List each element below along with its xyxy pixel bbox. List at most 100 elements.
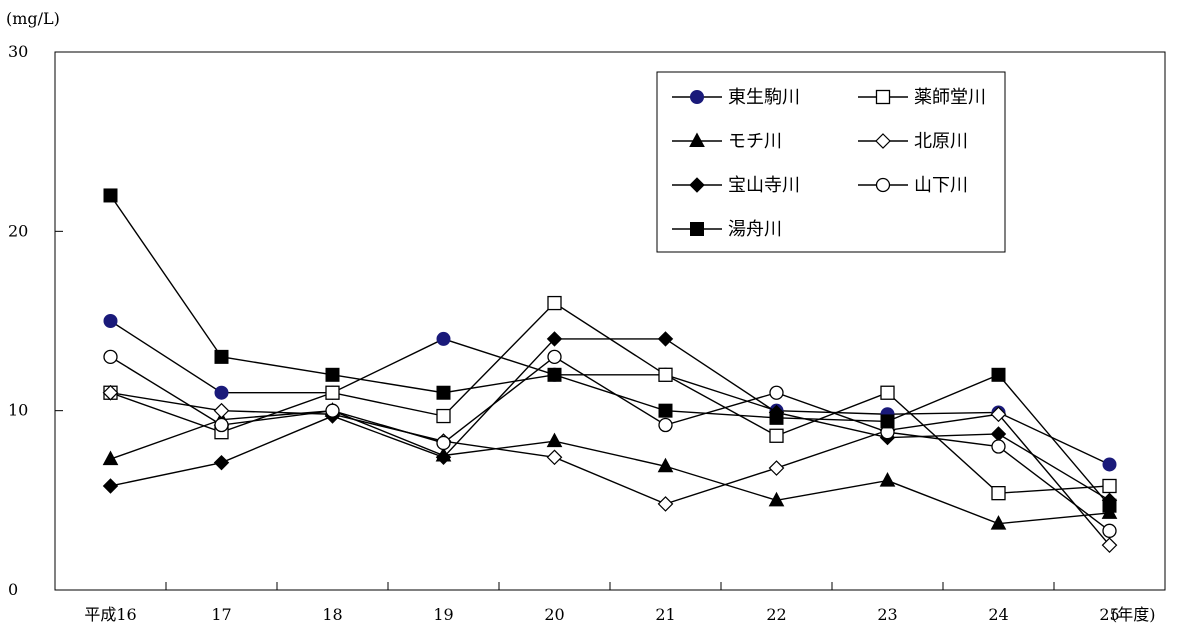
data-point [103,314,118,328]
data-point [325,367,340,382]
data-point [990,406,1007,423]
legend-label: 薬師堂川 [914,87,986,108]
y-tick-label: 20 [8,221,28,240]
series-line [110,302,1110,494]
data-point [325,385,340,400]
legend-marker [690,222,704,236]
data-point [991,439,1006,454]
data-point [547,367,562,382]
data-point [546,331,563,347]
legend-item: 薬師堂川 [858,87,986,108]
legend-item: モチ川 [672,131,782,152]
data-point [880,414,895,429]
data-point [880,385,895,400]
data-point [102,478,119,494]
series-line [109,195,1111,507]
series-line [110,320,1110,466]
data-point [214,417,229,433]
data-point [435,449,452,466]
data-point [879,472,896,487]
data-point [436,331,451,346]
data-point [657,457,674,473]
y-tick-label: 0 [8,580,18,599]
series-layer [102,188,1118,554]
data-point [991,367,1006,382]
data-point [547,349,562,365]
data-point [1102,478,1117,494]
data-point [990,426,1007,442]
legend-marker [875,177,891,193]
x-tick-label: 平成16 [84,605,136,624]
data-point [658,403,673,418]
y-axis-unit-label: (mg/L) [6,9,60,28]
x-axis: 平成16 17 18 19 20 21 22 23 24 25 [84,582,1120,624]
data-point [658,417,673,433]
data-point [436,435,451,451]
x-tick-label: 21 [655,605,675,624]
legend-marker [875,133,891,149]
y-tick-label: 10 [8,401,28,420]
series-line [110,409,1110,525]
data-point [102,384,119,401]
legend-box [656,71,1006,253]
series-2 [103,295,1117,501]
x-tick-label: 24 [988,605,1008,624]
data-point [1102,498,1117,513]
data-point [214,349,229,364]
data-point [436,408,451,424]
legend-label: 北原川 [914,131,968,152]
data-point [1101,537,1118,554]
legend-item: 湯舟川 [672,219,782,240]
x-axis-unit-label: (年度) [1111,605,1156,624]
y-tick-label: 30 [8,42,28,61]
legend-label: 東生駒川 [728,87,800,108]
x-tick-label: 25 [1099,605,1119,624]
series-line [110,356,1110,532]
data-point [768,460,785,476]
series-4 [102,384,1118,554]
x-tick-label: 22 [766,605,786,624]
data-point [103,188,118,203]
y-axis: 0 10 20 30 [8,42,63,599]
legend-item: 北原川 [858,131,968,152]
x-tick-label: 19 [433,605,453,624]
legend-marker [690,90,704,104]
data-point [1102,457,1117,472]
legend-label: 山下川 [914,175,968,196]
series-6 [103,349,1117,538]
data-point [546,432,563,448]
legend-marker [689,177,705,193]
data-point [103,349,118,365]
data-point [769,428,784,443]
data-point [657,331,674,347]
data-point [436,385,451,400]
x-tick-label: 23 [877,605,897,624]
data-point [325,403,340,418]
data-point [769,410,784,425]
data-point [657,496,674,512]
data-point [213,402,230,419]
legend-item: 山下川 [858,175,968,196]
data-point [769,385,784,400]
series-line [110,392,1111,546]
legend-item: 東生駒川 [672,87,800,108]
legend-label: 湯舟川 [728,219,782,240]
data-point [991,486,1006,501]
data-point [213,454,230,471]
x-tick-label: 17 [211,605,231,624]
data-point [1102,523,1117,538]
data-point [768,491,785,507]
legend-item: 宝山寺川 [672,175,800,196]
legend-marker [875,89,891,105]
x-tick-label: 20 [544,605,564,624]
data-point [546,449,563,466]
data-point [990,515,1007,530]
x-tick-label: 18 [322,605,342,624]
data-point [214,385,229,400]
legend-label: モチ川 [728,131,782,152]
series-line [110,338,1110,501]
series-3 [102,402,1118,530]
data-point [547,295,562,311]
